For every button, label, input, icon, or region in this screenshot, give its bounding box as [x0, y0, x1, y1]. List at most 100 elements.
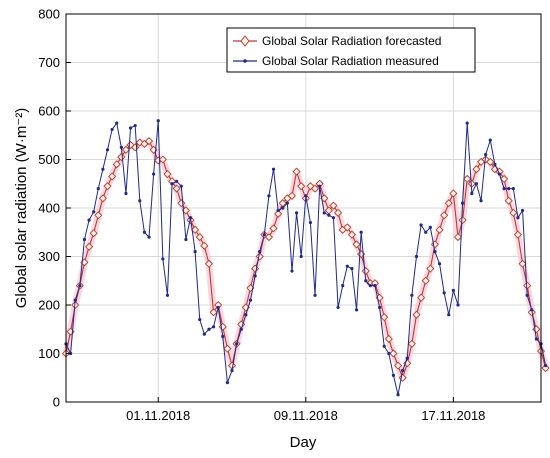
forecast-point: [412, 310, 421, 319]
forecast-point: [463, 174, 472, 183]
forecast-point: [532, 325, 541, 334]
forecast-point: [541, 364, 550, 373]
measured-point: [147, 235, 151, 239]
legend-box: [226, 27, 476, 73]
measured-point: [373, 284, 377, 288]
forecast-point: [472, 165, 481, 174]
y-tick-label: 500: [38, 152, 60, 167]
x-axis-ticks: 01.11.2018 09.11.2018 17.11.2018: [126, 397, 485, 423]
measured-point: [461, 201, 465, 205]
measured-point: [354, 308, 359, 312]
forecast-point: [500, 174, 509, 183]
forecast-point: [430, 240, 439, 249]
measured-point: [253, 274, 257, 278]
measured-point: [170, 182, 174, 186]
forecast-point: [417, 293, 426, 302]
forecast-point: [361, 267, 370, 276]
measured-point: [451, 288, 455, 293]
y-tick-label: 400: [38, 201, 60, 216]
measured-point: [175, 179, 179, 183]
y-tick-label: 600: [38, 104, 60, 119]
measured-point: [318, 184, 322, 188]
measured-point: [267, 194, 271, 198]
forecast-point: [292, 167, 301, 176]
forecast-point: [131, 143, 140, 152]
forecast-point: [287, 191, 297, 200]
measured-point: [128, 126, 133, 130]
y-axis-ticks: 0 100 200 300 400 500 600 700 800: [38, 7, 71, 410]
forecast-point: [163, 170, 172, 179]
x-tick-label: 17.11.2018: [421, 408, 485, 423]
measured-point: [271, 167, 276, 171]
forecast-point: [435, 225, 444, 234]
measured-point: [230, 368, 234, 373]
measured-point: [437, 262, 442, 266]
forecast-point: [269, 224, 278, 233]
measured-point: [520, 208, 525, 213]
legend-measured-marker: [243, 59, 247, 63]
x-axis-title: Day: [290, 434, 317, 451]
measured-point: [428, 225, 432, 229]
measured-point: [207, 327, 211, 331]
forecast-point: [389, 349, 398, 358]
measured-point: [184, 237, 188, 242]
forecast-point: [274, 209, 283, 218]
x-tick-label: 09.11.2018: [274, 408, 338, 423]
measured-point: [465, 121, 469, 125]
legend: Global Solar Radiation forecasted Global…: [226, 27, 476, 73]
forecast-point: [218, 322, 227, 331]
measured-point: [115, 121, 119, 125]
measured-point: [493, 162, 497, 166]
measured-point: [345, 264, 349, 268]
measured-point: [497, 172, 502, 176]
measured-point: [281, 206, 285, 210]
measured-point: [516, 216, 520, 220]
measured-point: [488, 138, 492, 142]
forecast-point: [117, 153, 126, 162]
measured-point: [387, 351, 391, 356]
forecast-point: [144, 137, 154, 146]
measured-point: [525, 293, 529, 297]
forecast-point: [453, 233, 463, 242]
measured-point: [156, 119, 160, 123]
measured-point: [82, 237, 87, 242]
measured-point: [276, 208, 280, 213]
measured-point: [350, 267, 354, 271]
measured-point: [544, 364, 548, 368]
legend-forecast-marker: [240, 35, 250, 47]
forecast-point: [209, 308, 218, 317]
measured-point: [285, 201, 289, 205]
measured-point: [327, 213, 331, 217]
measured-point: [161, 257, 165, 261]
forecast-point: [103, 182, 112, 191]
measured-point: [534, 337, 538, 341]
forecast-point: [394, 361, 403, 370]
series-measured: [64, 119, 548, 397]
measured-point: [484, 153, 488, 157]
measured-point: [225, 381, 230, 385]
measured-point: [304, 194, 308, 198]
measured-point: [313, 293, 317, 297]
measured-point: [96, 187, 100, 191]
measured-point: [442, 291, 446, 295]
forecast-point: [108, 172, 117, 181]
forecast-point: [518, 259, 527, 268]
measured-point: [368, 284, 372, 288]
forecast-point: [329, 201, 338, 210]
measured-point: [341, 284, 345, 288]
forecast-point: [347, 230, 356, 239]
measured-point: [331, 216, 336, 220]
forecast-point: [85, 242, 94, 251]
measured-point: [456, 303, 460, 307]
measured-point: [235, 342, 239, 346]
x-tick-label: 01.11.2018: [126, 408, 190, 423]
forecast-point: [204, 259, 213, 268]
measured-point: [188, 216, 193, 220]
measured-point: [507, 187, 511, 191]
measured-point: [198, 317, 202, 322]
measured-point: [433, 250, 437, 254]
forecast-point: [140, 139, 149, 149]
measured-point: [258, 250, 262, 254]
measured-point: [262, 233, 266, 237]
